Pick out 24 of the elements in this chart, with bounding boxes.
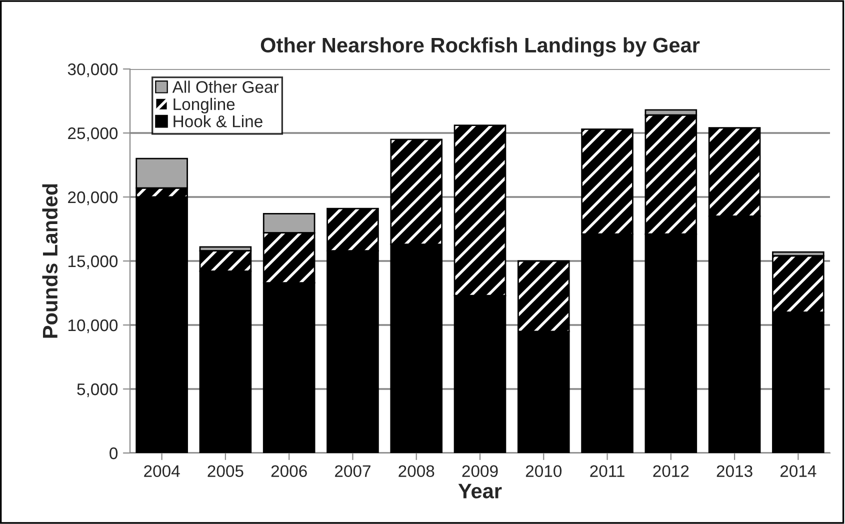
y-tick-label: 5,000 (77, 383, 118, 398)
x-tick-label: 2005 (208, 465, 244, 478)
x-tick-label: 2010 (526, 465, 562, 478)
y-tick-label: 20,000 (68, 191, 118, 206)
legend-label: Hook & Line (174, 115, 262, 128)
x-tick-label: 2012 (653, 465, 689, 478)
y-tick-label: 25,000 (68, 127, 118, 142)
x-tick-label: 2014 (780, 465, 816, 478)
x-tick-label: 2007 (335, 465, 370, 478)
x-tick-label: 2008 (398, 465, 434, 478)
legend-label: Longline (174, 98, 235, 114)
x-tick-label: 2011 (590, 465, 624, 478)
x-tick-label: 2013 (716, 465, 752, 478)
legend-label: All Other Gear (172, 80, 279, 93)
y-tick-label: 30,000 (68, 63, 118, 78)
x-axis-title: Year (458, 484, 502, 498)
y-axis-title: Pounds Landed (42, 184, 58, 338)
x-tick-label: 2009 (462, 465, 498, 478)
y-tick-label: 15,000 (68, 255, 118, 270)
chart-title: Other Nearshore Rockfish Landings by Gear (260, 37, 700, 57)
y-tick-label: 10,000 (68, 319, 118, 334)
x-tick-label: 2006 (271, 465, 307, 478)
x-tick-label: 2004 (144, 465, 180, 478)
y-tick-label: 0 (110, 447, 118, 460)
